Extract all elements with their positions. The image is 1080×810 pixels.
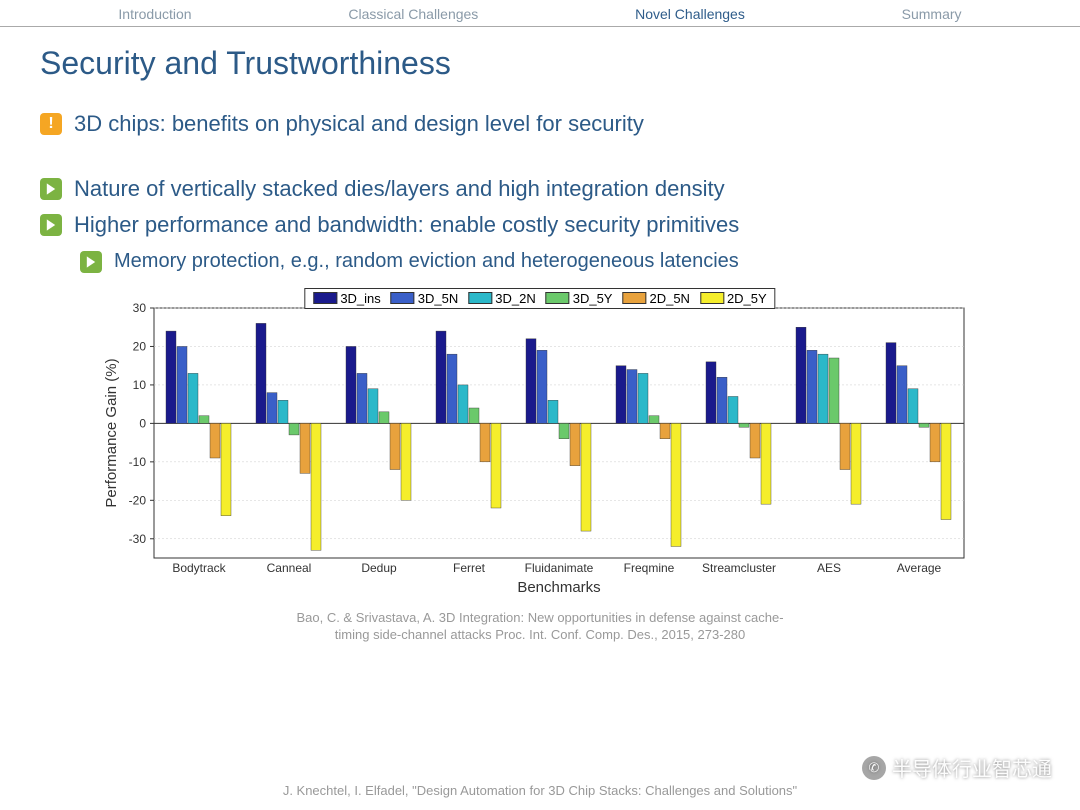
legend-swatch [468,292,492,304]
legend-swatch [391,292,415,304]
performance-chart: 3D_ins 3D_5N 3D_2N 3D_5Y 2D_5N 2D_5Y -30 -20 -1… [100,292,980,602]
legend-item-3D_5Y: 3D_5Y [546,291,613,306]
citation-line2: timing side-channel attacks Proc. Int. C… [40,627,1040,644]
svg-text:20: 20 [133,339,147,353]
nav-summary[interactable]: Summary [902,6,962,22]
chart-citation: Bao, C. & Srivastava, A. 3D Integration:… [40,610,1040,644]
svg-text:Freqmine: Freqmine [624,561,675,575]
bullet-3: Higher performance and bandwidth: enable… [40,211,1040,240]
nav-novel[interactable]: Novel Challenges [635,6,745,22]
legend-item-3D_ins: 3D_ins [313,291,380,306]
wechat-icon: ✆ [862,756,886,780]
svg-text:Average: Average [897,561,942,575]
chart-legend: 3D_ins 3D_5N 3D_2N 3D_5Y 2D_5N 2D_5Y [304,288,775,309]
legend-label: 3D_5Y [573,291,613,306]
arrow-icon [40,214,62,236]
svg-text:Streamcluster: Streamcluster [702,561,776,575]
slide-body: Security and Trustworthiness ! 3D chips:… [0,27,1080,644]
svg-text:-10: -10 [129,455,147,469]
bullet-3a-text: Memory protection, e.g., random eviction… [114,248,739,274]
bullet-2-text: Nature of vertically stacked dies/layers… [74,175,725,204]
svg-text:Benchmarks: Benchmarks [517,579,600,596]
svg-text:30: 30 [133,301,147,315]
bullet-3-text: Higher performance and bandwidth: enable… [74,211,739,240]
legend-item-3D_2N: 3D_2N [468,291,535,306]
svg-text:Fluidanimate: Fluidanimate [525,561,594,575]
watermark-text: 半导体行业智芯通 [892,753,1052,782]
legend-item-2D_5N: 2D_5N [622,291,689,306]
citation-line1: Bao, C. & Srivastava, A. 3D Integration:… [40,610,1040,627]
svg-text:-20: -20 [129,493,147,507]
nav-introduction[interactable]: Introduction [118,6,191,22]
slide-footer: J. Knechtel, I. Elfadel, "Design Automat… [0,783,1080,798]
legend-label: 3D_ins [340,291,380,306]
svg-text:10: 10 [133,378,147,392]
bullet-1-text: 3D chips: benefits on physical and desig… [74,110,644,139]
nav-bar: Introduction Classical Challenges Novel … [0,0,1080,27]
bullet-3a: Memory protection, e.g., random eviction… [80,248,1040,274]
legend-label: 2D_5N [649,291,689,306]
legend-swatch [313,292,337,304]
legend-swatch [700,292,724,304]
page-title: Security and Trustworthiness [40,45,1040,82]
legend-item-2D_5Y: 2D_5Y [700,291,767,306]
watermark: ✆ 半导体行业智芯通 [862,753,1052,782]
svg-text:AES: AES [817,561,841,575]
legend-swatch [546,292,570,304]
svg-text:Ferret: Ferret [453,561,486,575]
warning-icon: ! [40,113,62,135]
bullet-2: Nature of vertically stacked dies/layers… [40,175,1040,204]
svg-text:Bodytrack: Bodytrack [172,561,226,575]
nav-classical[interactable]: Classical Challenges [348,6,478,22]
svg-text:0: 0 [139,416,146,430]
svg-text:-30: -30 [129,532,147,546]
svg-text:Canneal: Canneal [267,561,312,575]
legend-item-3D_5N: 3D_5N [391,291,458,306]
arrow-icon [40,178,62,200]
legend-swatch [622,292,646,304]
legend-label: 3D_5N [418,291,458,306]
legend-label: 3D_2N [495,291,535,306]
arrow-icon [80,251,102,273]
svg-text:Dedup: Dedup [361,561,397,575]
bullet-1: ! 3D chips: benefits on physical and des… [40,110,1040,139]
svg-text:Performance Gain (%): Performance Gain (%) [103,358,120,507]
legend-label: 2D_5Y [727,291,767,306]
chart-svg: -30 -20 -10 0 10 20 30 Performance Gain (%) Body… [100,292,974,602]
